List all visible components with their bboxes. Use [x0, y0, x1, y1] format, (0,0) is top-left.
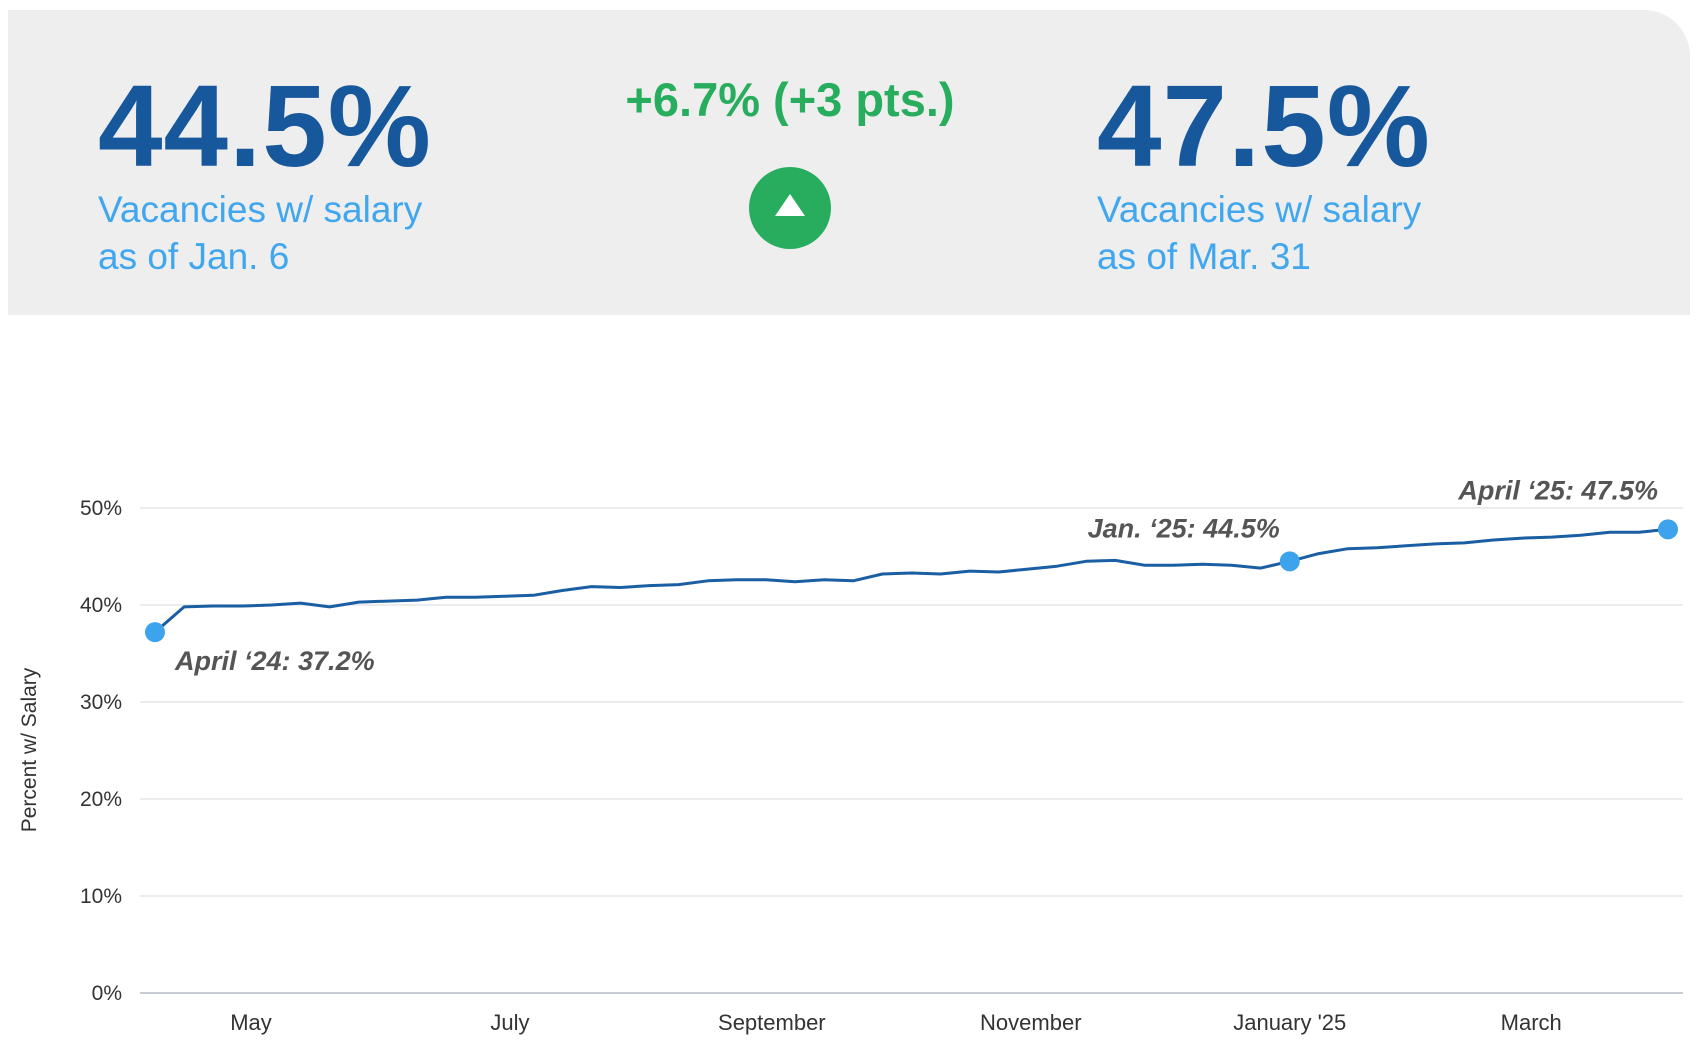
line-chart: 0% 10% 20% 30% 40% 50% May July September Novembe… — [18, 475, 1683, 1035]
y-tick-label: 0% — [92, 982, 122, 1005]
end-kpi-label-line2: as of Mar. 31 — [1097, 236, 1311, 277]
x-tick-label: January '25 — [1233, 1010, 1346, 1035]
start-kpi-label-line1: Vacancies w/ salary — [98, 189, 423, 230]
data-label: Jan. ‘25: 44.5% — [1088, 513, 1280, 543]
end-kpi-value: 47.5% — [1097, 61, 1431, 191]
data-point-marker — [1658, 519, 1678, 540]
start-kpi-label-line2: as of Jan. 6 — [98, 236, 290, 277]
start-kpi-value: 44.5% — [98, 61, 432, 191]
data-point-marker — [145, 622, 165, 643]
y-tick-label: 30% — [80, 691, 122, 714]
x-tick-label: May — [230, 1010, 272, 1035]
y-axis-title: Percent w/ Salary — [18, 667, 41, 832]
y-tick-label: 40% — [80, 594, 122, 617]
end-kpi-label-line1: Vacancies w/ salary — [1097, 189, 1422, 230]
y-tick-label: 20% — [80, 788, 122, 811]
data-label: April ‘25: 47.5% — [1457, 475, 1658, 505]
y-tick-label: 50% — [80, 497, 122, 520]
data-label: April ‘24: 37.2% — [174, 646, 375, 676]
series-line — [153, 527, 1670, 634]
y-tick-label: 10% — [80, 885, 122, 908]
data-point-marker — [1279, 551, 1300, 572]
change-value: +6.7% (+3 pts.) — [625, 73, 955, 126]
x-tick-label: November — [980, 1010, 1081, 1035]
x-tick-label: July — [490, 1010, 529, 1035]
x-tick-label: September — [718, 1010, 826, 1035]
up-triangle-icon — [749, 167, 831, 249]
kpi-panel — [8, 10, 1690, 315]
x-tick-label: March — [1501, 1010, 1562, 1035]
